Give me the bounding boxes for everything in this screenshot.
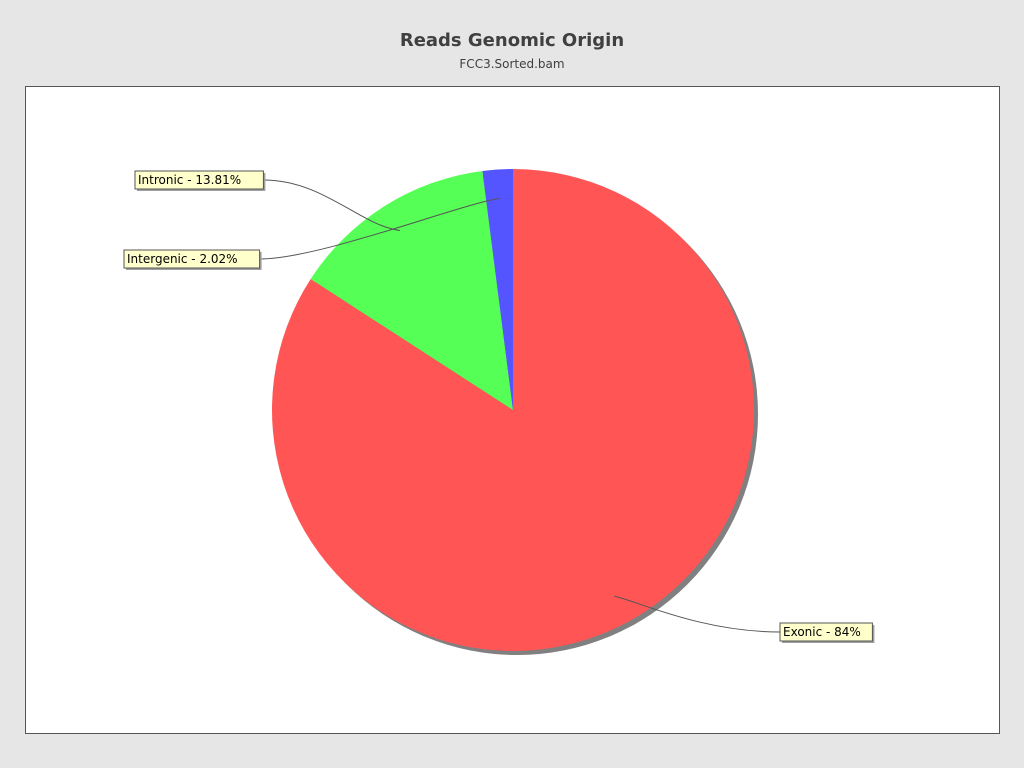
chart-subtitle: FCC3.Sorted.bam bbox=[459, 57, 565, 71]
label-box-intronic bbox=[134, 170, 264, 190]
pie-slice-exonic bbox=[271, 169, 754, 652]
label-box-intergenic bbox=[123, 249, 261, 269]
slice-label-intergenic: Intergenic - 2.02% bbox=[127, 252, 238, 266]
pie-slice-intronic bbox=[310, 170, 513, 410]
pie-chart: Exonic - 84% Intronic - 13.81% Intergenic … bbox=[123, 169, 875, 655]
chart-title: Reads Genomic Origin bbox=[399, 30, 625, 51]
pie-slice-intergenic bbox=[482, 169, 513, 410]
label-box-exonic bbox=[779, 622, 873, 642]
leader-line-exonic bbox=[614, 595, 781, 633]
slice-label-intronic: Intronic - 13.81% bbox=[138, 173, 241, 187]
leader-line-intergenic bbox=[259, 197, 500, 260]
plot-area: Exonic - 84% Intronic - 13.81% Intergenic … bbox=[25, 86, 1000, 734]
leader-line-intronic bbox=[263, 179, 401, 232]
slice-label-exonic: Exonic - 84% bbox=[783, 625, 861, 639]
